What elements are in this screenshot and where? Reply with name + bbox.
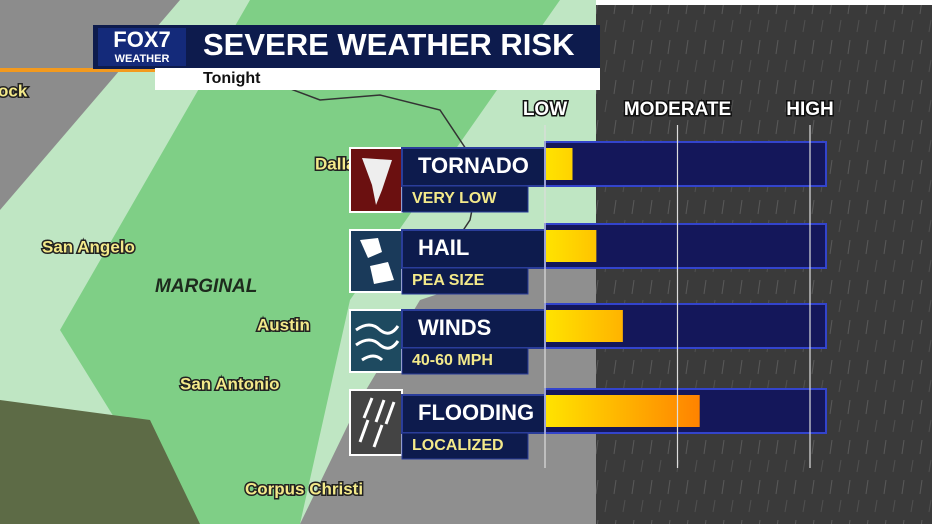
x-tick-label: MODERATE xyxy=(624,99,731,120)
desc-box xyxy=(401,347,529,375)
desc-box xyxy=(401,185,529,213)
map-label: San Antonio xyxy=(180,374,279,393)
map-label: San Angelo xyxy=(42,237,135,256)
logo: FOX7 xyxy=(113,27,170,52)
label-box xyxy=(401,309,546,349)
bar xyxy=(546,310,623,342)
chart-title: SEVERE WEATHER RISK xyxy=(203,27,575,62)
logo-tagline: WEATHER xyxy=(115,53,170,65)
x-tick-label: HIGH xyxy=(786,99,834,120)
x-tick-label: LOW xyxy=(523,99,567,120)
description: PEA SIZE xyxy=(412,272,485,289)
label-box xyxy=(401,229,546,269)
risk-label: MARGINAL xyxy=(155,276,257,297)
label-box xyxy=(401,147,546,187)
description: 40-60 MPH xyxy=(412,352,493,369)
category-label: WINDS xyxy=(418,315,491,340)
accent-line xyxy=(0,68,160,72)
description: LOCALIZED xyxy=(412,437,504,454)
subtitle-bar xyxy=(155,68,600,90)
map-label: Austin xyxy=(257,315,310,334)
desc-box xyxy=(401,432,529,460)
desc-box xyxy=(401,267,529,295)
map-label: ock xyxy=(0,81,28,100)
icons xyxy=(349,147,403,456)
bar-track xyxy=(544,141,827,187)
description: VERY LOW xyxy=(412,190,497,207)
category-label: FLOODING xyxy=(418,400,534,425)
map-label: Corpus Christi xyxy=(245,479,363,498)
bar xyxy=(546,148,573,180)
chart-subtitle: Tonight xyxy=(203,70,261,87)
category-label: HAIL xyxy=(418,235,469,260)
bar xyxy=(546,230,597,262)
bar xyxy=(546,395,700,427)
logo-box xyxy=(98,28,186,66)
category-label: TORNADO xyxy=(418,153,529,178)
